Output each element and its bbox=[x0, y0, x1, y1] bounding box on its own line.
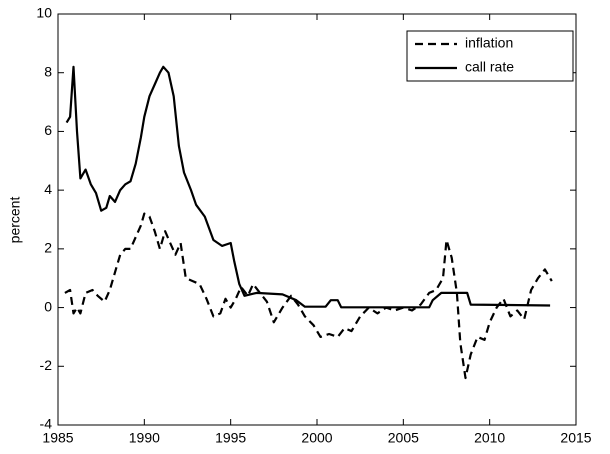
legend-label: call rate bbox=[465, 59, 514, 75]
y-tick-label: 4 bbox=[44, 181, 52, 197]
y-tick-label: -2 bbox=[40, 357, 53, 373]
y-tick-label: 10 bbox=[36, 5, 52, 21]
x-tick-label: 2005 bbox=[388, 430, 419, 446]
legend-label: inflation bbox=[465, 35, 513, 51]
x-tick-label: 1990 bbox=[129, 430, 160, 446]
x-tick-label: 2000 bbox=[301, 430, 332, 446]
series-line bbox=[64, 212, 553, 380]
series-line bbox=[65, 65, 551, 309]
y-tick-label: 8 bbox=[44, 63, 52, 79]
legend-box bbox=[406, 30, 574, 82]
y-tick-label: 0 bbox=[44, 298, 52, 314]
y-tick-label: -4 bbox=[40, 416, 53, 432]
x-tick-label: 2015 bbox=[560, 430, 591, 446]
y-axis-label: percent bbox=[7, 197, 23, 244]
plot-area bbox=[57, 13, 577, 426]
x-tick-label: 1985 bbox=[42, 430, 73, 446]
x-tick-label: 1995 bbox=[215, 430, 246, 446]
y-tick-label: 6 bbox=[44, 122, 52, 138]
y-tick-label: 2 bbox=[44, 240, 52, 256]
x-tick-label: 2010 bbox=[474, 430, 505, 446]
